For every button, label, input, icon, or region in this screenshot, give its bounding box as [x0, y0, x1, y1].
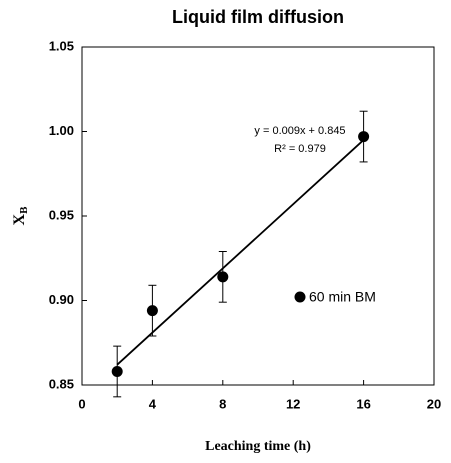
y-tick-label: 1.00	[49, 123, 74, 138]
y-label-subscript: B	[18, 206, 30, 214]
y-label-main: X	[11, 213, 28, 225]
trendline	[116, 139, 365, 366]
point	[217, 271, 229, 283]
x-tick-label: 20	[427, 396, 441, 411]
y-axis-label: XB	[11, 206, 30, 226]
legend-label: 60 min BM	[309, 289, 376, 305]
y-tick-label: 0.85	[49, 376, 74, 391]
y-tick-label: 0.90	[49, 292, 74, 307]
annotation: R² = 0.979	[274, 143, 326, 155]
x-tick-label: 16	[356, 396, 370, 411]
x-tick-label: 0	[78, 396, 85, 411]
point	[358, 131, 370, 143]
point	[111, 365, 123, 377]
plot-frame	[81, 46, 435, 386]
x-tick-label: 12	[286, 396, 300, 411]
point	[146, 305, 158, 317]
y-tick-label: 0.95	[49, 207, 74, 222]
x-tick-label: 4	[149, 396, 157, 411]
y-tick-label: 1.05	[49, 38, 74, 53]
x-tick-label: 8	[219, 396, 226, 411]
x-axis-label: Leaching time (h)	[205, 439, 311, 454]
legend-marker	[294, 291, 306, 303]
annotation: y = 0.009x + 0.845	[254, 125, 345, 137]
chart-title: Liquid film diffusion	[172, 7, 344, 27]
